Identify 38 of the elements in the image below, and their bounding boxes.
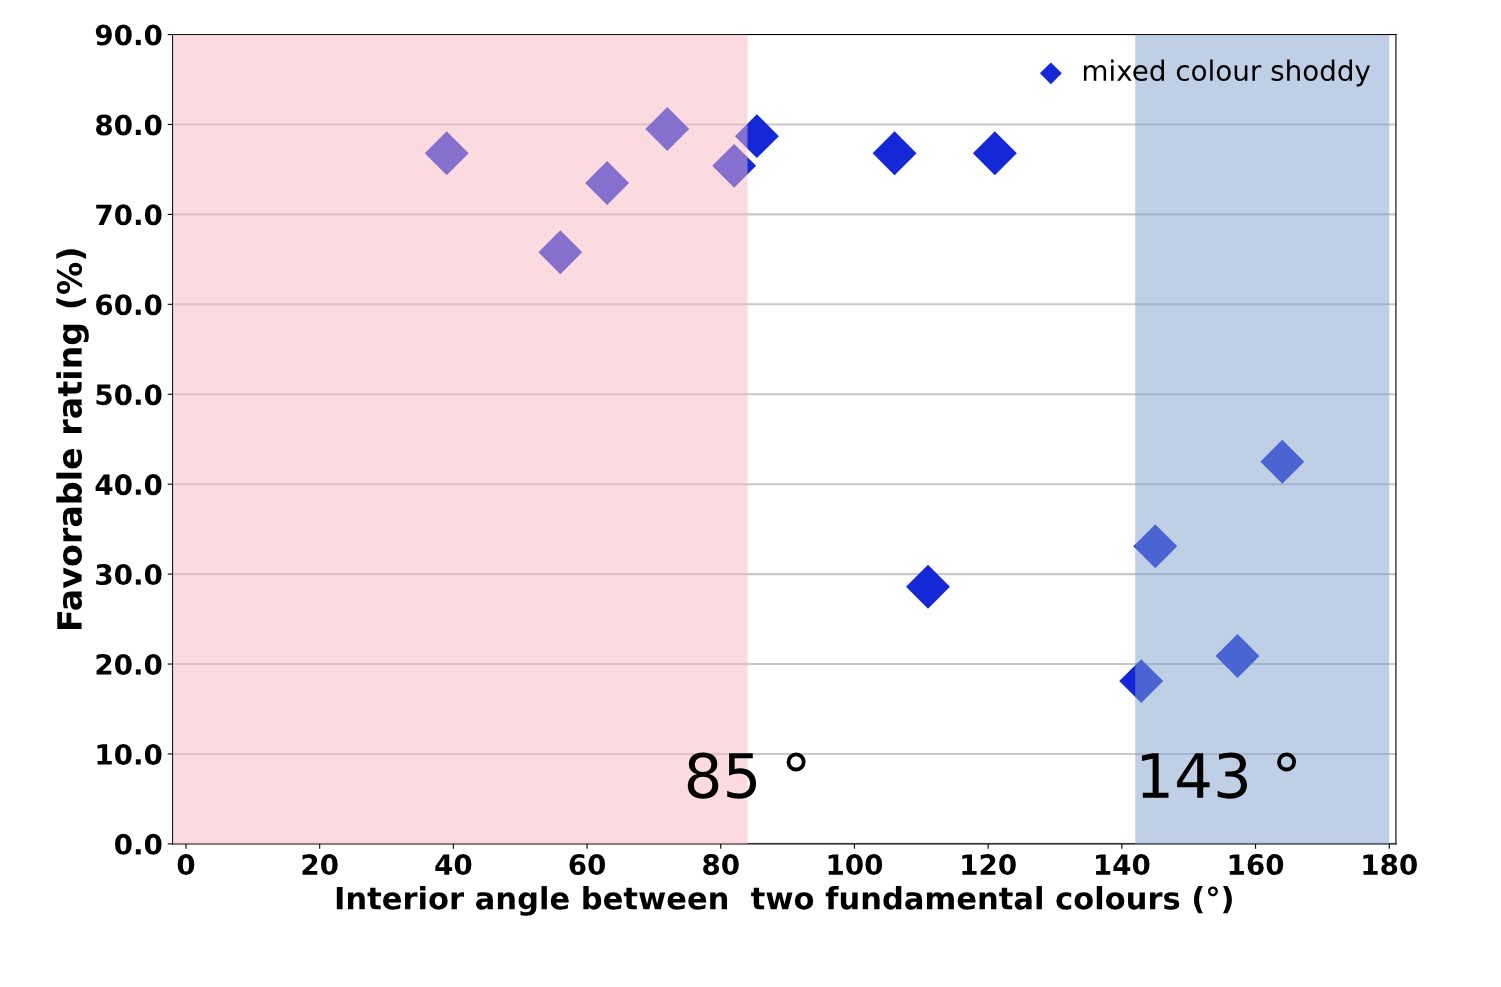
x-tick-label: 120: [962, 854, 1016, 876]
point: [538, 230, 583, 275]
y-tick-label: 50.0: [96, 384, 162, 406]
point: [585, 160, 630, 205]
point: [734, 114, 779, 159]
y-tick-label: 30.0: [96, 564, 162, 586]
x-tick-label: 140: [1096, 854, 1150, 876]
y-tick-label: 60.0: [96, 294, 162, 316]
band-label: 85 °: [687, 752, 806, 799]
x-tick-label: 20: [302, 854, 338, 876]
x-tick-label: 180: [1363, 854, 1417, 876]
x-tick-label: 80: [703, 854, 739, 876]
x-tick-label: 100: [828, 854, 883, 876]
point: [972, 131, 1017, 176]
y-tick-label: 20.0: [96, 653, 162, 675]
point: [1133, 524, 1178, 569]
point: [872, 131, 917, 176]
y-tick-label: 70.0: [96, 204, 162, 226]
point: [424, 131, 469, 176]
x-tick-label: 0: [177, 854, 195, 876]
point: [906, 564, 950, 609]
x-tick-label: 160: [1229, 854, 1284, 876]
band-label: 143 °: [1141, 752, 1297, 799]
y-tick-label: 40.0: [95, 474, 162, 496]
point: [1119, 659, 1164, 704]
legend-label: mixed colour shoddy: [1083, 59, 1371, 87]
x-axis-title: Interior angle between two fundamental colours (°): [336, 886, 1232, 916]
point: [645, 107, 690, 151]
point: [1215, 633, 1260, 678]
point: [1260, 439, 1305, 484]
point: [712, 143, 757, 188]
y-tick-label: 80.0: [96, 114, 162, 136]
y-tick-label: 10.0: [97, 743, 162, 765]
x-tick-label: 60: [569, 854, 606, 876]
y-tick-label: 0.0: [115, 833, 162, 855]
x-tick-label: 40: [435, 854, 472, 876]
y-axis-title: Favorable rating (%): [56, 249, 89, 630]
y-tick-label: 90.0: [95, 24, 162, 46]
